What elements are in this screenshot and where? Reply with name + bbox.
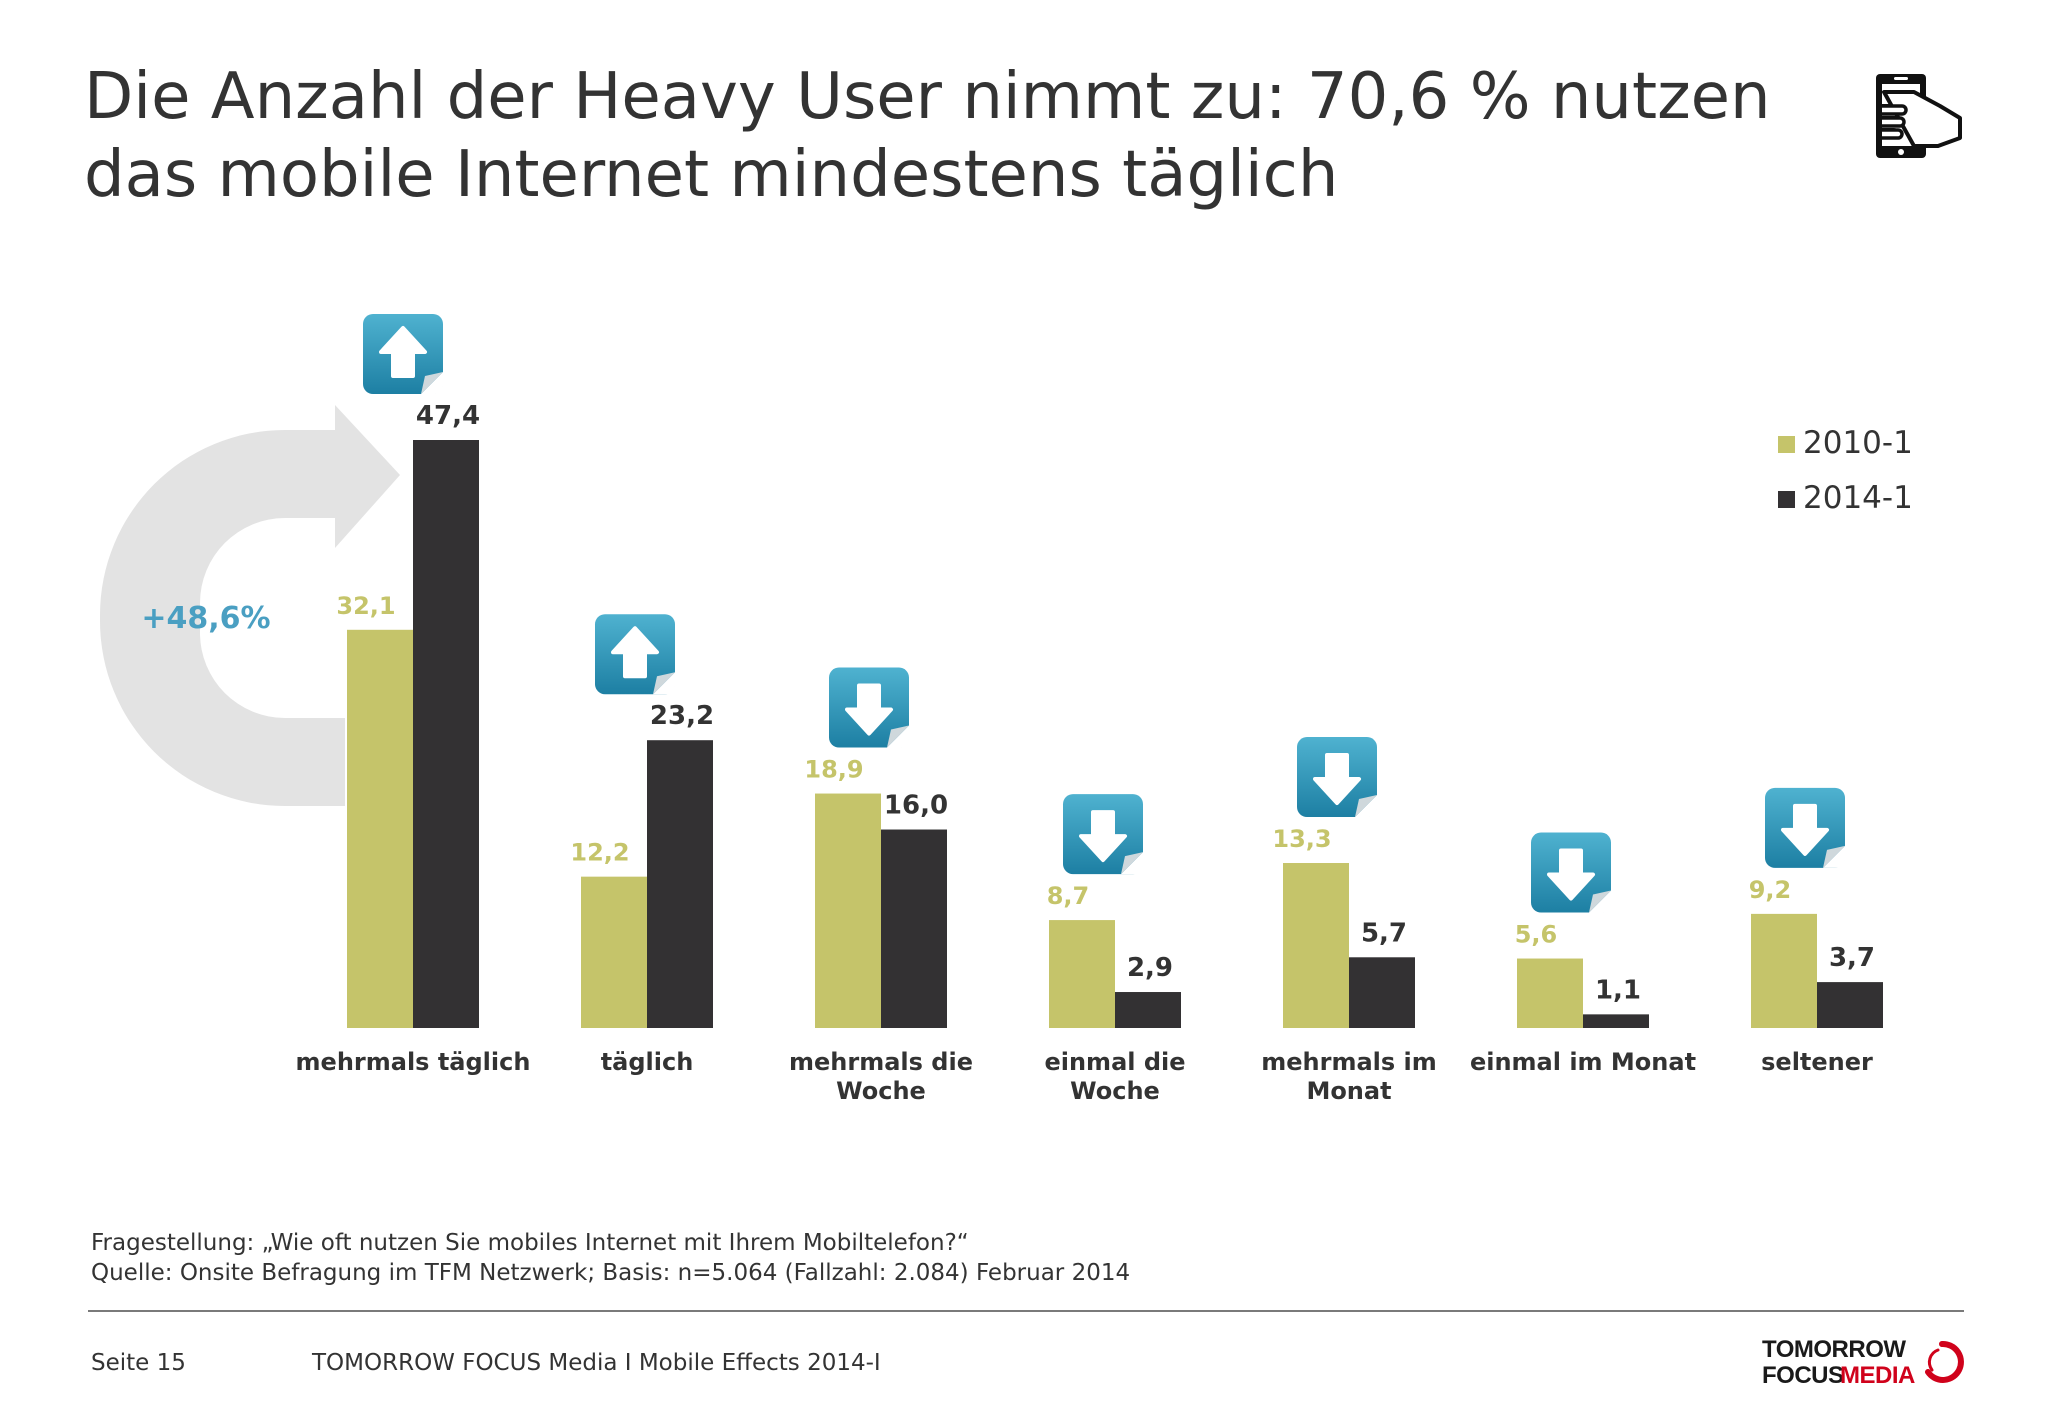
logo-tomorrow: TOMORROW [1762, 1336, 1906, 1363]
trend-up-icon [595, 614, 675, 695]
category-label: seltener [1761, 1048, 1873, 1076]
data-label-2014-1: 3,7 [1829, 943, 1875, 973]
data-label-2010-1: 9,2 [1749, 876, 1792, 904]
data-label-2010-1: 18,9 [804, 756, 863, 784]
category-label: Woche [1070, 1077, 1160, 1105]
category-label: einmal im Monat [1470, 1048, 1696, 1076]
logo-focus: FOCUS [1762, 1362, 1844, 1389]
mobile-touch-icon [1876, 74, 1962, 158]
data-label-2014-1: 5,7 [1361, 918, 1407, 948]
title-line-2: das mobile Internet mindestens täglich [84, 138, 1339, 212]
logo-ring-icon [1925, 1340, 1964, 1383]
page-number: Seite 15 [91, 1350, 186, 1376]
data-label-2010-1: 32,1 [336, 592, 395, 620]
trend-down-icon [1531, 832, 1611, 913]
data-label-2010-1: 12,2 [570, 839, 629, 867]
category-label: Monat [1306, 1077, 1391, 1105]
category-label: Woche [836, 1077, 926, 1105]
legend: 2010-1 2014-1 [1778, 425, 1913, 516]
data-label-2010-1: 5,6 [1515, 921, 1558, 949]
question-text: Fragestellung: „Wie oft nutzen Sie mobil… [91, 1230, 969, 1256]
data-label-2014-1: 47,4 [416, 401, 480, 431]
growth-annotation: +48,6% [141, 601, 270, 636]
bar-2010-1 [581, 876, 647, 1028]
trend-down-icon [1765, 787, 1845, 868]
legend-swatch [1778, 436, 1795, 453]
footnote: Fragestellung: „Wie oft nutzen Sie mobil… [91, 1228, 1130, 1288]
footer-divider [88, 1310, 1964, 1312]
legend-swatch [1778, 491, 1795, 508]
category-label: einmal die [1044, 1048, 1185, 1076]
category-label: täglich [601, 1048, 694, 1076]
data-label-2014-1: 1,1 [1595, 975, 1641, 1005]
bar-2014-1 [881, 829, 947, 1028]
legend-label: 2010-1 [1803, 425, 1913, 461]
bar-2014-1 [413, 440, 479, 1028]
logo-media: MEDIA [1840, 1362, 1915, 1389]
data-label-2014-1: 23,2 [650, 701, 714, 731]
bar-2010-1 [1283, 863, 1349, 1028]
growth-arrow-shape [100, 405, 400, 806]
trend-down-icon [1063, 794, 1143, 875]
data-label-2010-1: 8,7 [1047, 882, 1090, 910]
bar-2014-1 [1583, 1014, 1649, 1028]
bar-2010-1 [815, 793, 881, 1028]
category-label: mehrmals täglich [296, 1048, 531, 1076]
data-label-2014-1: 2,9 [1127, 953, 1173, 983]
company-logo: TOMORROW FOCUS MEDIA [1762, 1336, 1982, 1396]
bar-2014-1 [1349, 957, 1415, 1028]
data-label-2010-1: 13,3 [1272, 825, 1331, 853]
bar-2010-1 [1049, 920, 1115, 1028]
footer-brand: TOMORROW FOCUS Media I Mobile Effects 20… [312, 1350, 881, 1376]
trend-down-icon [829, 667, 909, 748]
bar-2010-1 [347, 629, 413, 1028]
bar-2010-1 [1517, 958, 1583, 1028]
data-label-2014-1: 16,0 [884, 791, 948, 821]
bar-2014-1 [647, 740, 713, 1028]
bar-2014-1 [1817, 982, 1883, 1028]
trend-up-icon [363, 314, 443, 394]
category-label: mehrmals im [1261, 1048, 1437, 1076]
bar-2010-1 [1751, 913, 1817, 1028]
title-line-1: Die Anzahl der Heavy User nimmt zu: 70,6… [84, 60, 1771, 134]
trend-down-icon [1297, 737, 1377, 818]
legend-label: 2014-1 [1803, 480, 1913, 516]
category-label: mehrmals die [789, 1048, 973, 1076]
bar-2014-1 [1115, 992, 1181, 1028]
source-text: Quelle: Onsite Befragung im TFM Netzwerk… [91, 1260, 1131, 1286]
page-title: Die Anzahl der Heavy User nimmt zu: 70,6… [84, 58, 1804, 214]
